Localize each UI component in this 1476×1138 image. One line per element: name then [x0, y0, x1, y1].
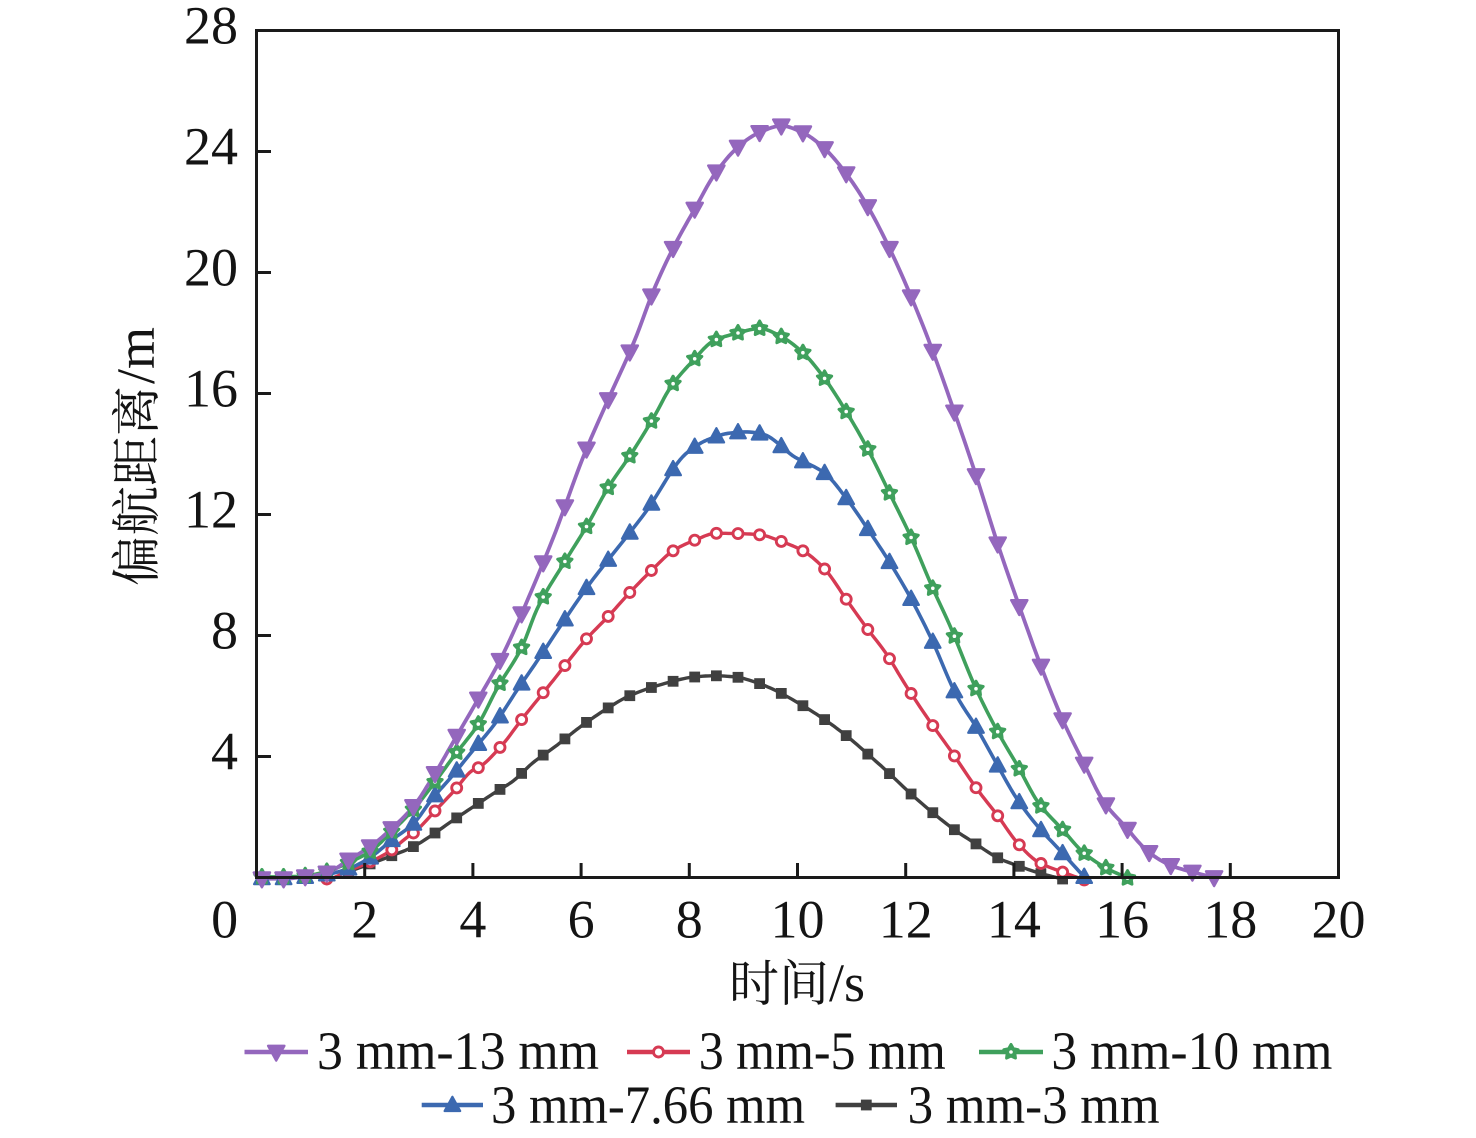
svg-text:3 mm-5 mm: 3 mm-5 mm	[699, 1021, 946, 1081]
svg-text:14: 14	[987, 890, 1041, 950]
svg-text:8: 8	[676, 890, 703, 950]
svg-text:3 mm-13 mm: 3 mm-13 mm	[317, 1021, 599, 1081]
svg-text:/m: /m	[106, 327, 166, 384]
svg-text:12: 12	[879, 890, 933, 950]
svg-text:24: 24	[184, 117, 238, 177]
svg-text:18: 18	[1203, 890, 1257, 950]
svg-text:16: 16	[184, 359, 238, 419]
svg-text:3 mm-10 mm: 3 mm-10 mm	[1051, 1021, 1332, 1081]
svg-text:4: 4	[459, 890, 486, 950]
svg-text:4: 4	[211, 722, 238, 782]
svg-text:16: 16	[1095, 890, 1149, 950]
svg-text:20: 20	[184, 238, 238, 298]
svg-text:0: 0	[211, 890, 238, 950]
svg-text:3 mm-7.66 mm: 3 mm-7.66 mm	[491, 1075, 805, 1135]
svg-text:3 mm-3 mm: 3 mm-3 mm	[908, 1075, 1160, 1135]
svg-text:20: 20	[1312, 890, 1366, 950]
svg-text:28: 28	[184, 0, 238, 56]
svg-text:2: 2	[351, 890, 378, 950]
svg-text:6: 6	[568, 890, 595, 950]
svg-text:8: 8	[211, 601, 238, 661]
svg-text:10: 10	[771, 890, 825, 950]
svg-text:/s: /s	[829, 953, 865, 1013]
svg-text:12: 12	[184, 480, 238, 540]
